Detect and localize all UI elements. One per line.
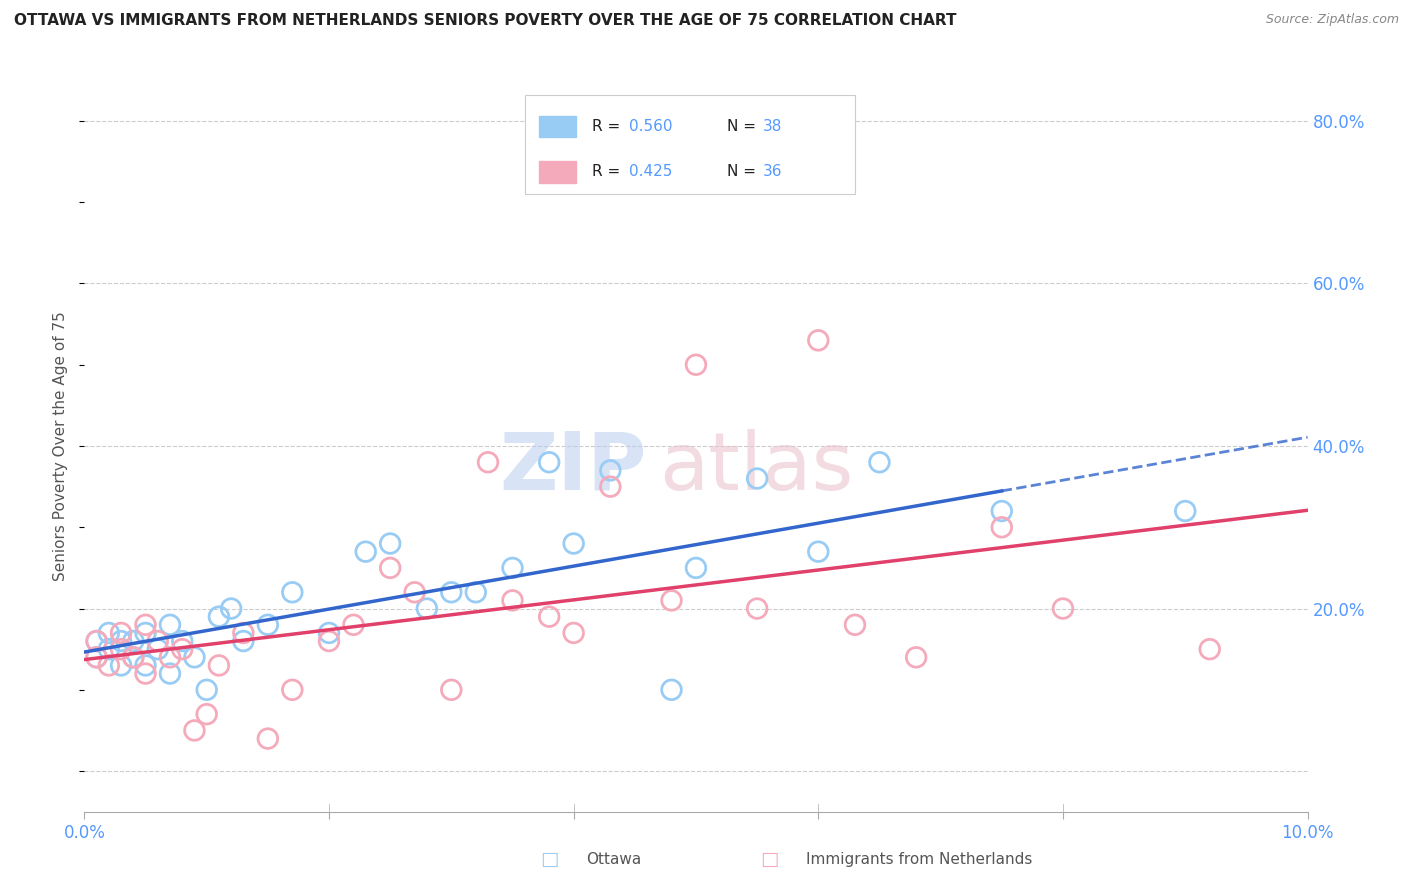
Point	[110, 642, 132, 657]
Text: ZIP: ZIP	[499, 429, 647, 507]
Point	[86, 650, 108, 665]
Point	[97, 626, 120, 640]
Point	[464, 585, 486, 599]
Point	[380, 536, 402, 550]
Point	[257, 731, 280, 746]
Point	[599, 463, 621, 477]
Point	[110, 658, 132, 673]
Text: N =: N =	[727, 119, 761, 134]
Point	[991, 504, 1014, 518]
Point	[844, 617, 866, 632]
Point	[97, 658, 120, 673]
Point	[146, 642, 169, 657]
Point	[1174, 504, 1197, 518]
Point	[342, 617, 364, 632]
Text: Source: ZipAtlas.com: Source: ZipAtlas.com	[1265, 13, 1399, 27]
Text: R =: R =	[592, 164, 626, 179]
Point	[318, 626, 340, 640]
Point	[110, 626, 132, 640]
Point	[183, 723, 205, 738]
Point	[232, 634, 254, 648]
Point	[502, 561, 524, 575]
Point	[538, 455, 561, 469]
Y-axis label: Seniors Poverty Over the Age of 75: Seniors Poverty Over the Age of 75	[53, 311, 69, 581]
Point	[172, 634, 194, 648]
Point	[86, 634, 108, 648]
Text: 0.425: 0.425	[628, 164, 672, 179]
Point	[404, 585, 426, 599]
Point	[135, 626, 157, 640]
Point	[86, 634, 108, 648]
Point	[1198, 642, 1220, 657]
FancyBboxPatch shape	[524, 95, 855, 194]
Text: R =: R =	[592, 119, 626, 134]
Point	[905, 650, 928, 665]
Point	[159, 650, 181, 665]
Point	[685, 561, 707, 575]
Point	[281, 682, 304, 697]
Text: 38: 38	[763, 119, 783, 134]
Point	[380, 561, 402, 575]
Text: 36: 36	[763, 164, 783, 179]
Point	[135, 666, 157, 681]
Point	[661, 593, 683, 607]
Point	[159, 666, 181, 681]
Text: OTTAWA VS IMMIGRANTS FROM NETHERLANDS SENIORS POVERTY OVER THE AGE OF 75 CORRELA: OTTAWA VS IMMIGRANTS FROM NETHERLANDS SE…	[14, 13, 956, 29]
Point	[195, 707, 218, 722]
Point	[440, 682, 463, 697]
Point	[219, 601, 242, 615]
Point	[195, 682, 218, 697]
Point	[477, 455, 499, 469]
Point	[354, 544, 377, 558]
Point	[991, 520, 1014, 534]
Point	[146, 634, 169, 648]
FancyBboxPatch shape	[540, 161, 576, 183]
Text: N =: N =	[727, 164, 761, 179]
FancyBboxPatch shape	[540, 116, 576, 137]
Point	[135, 617, 157, 632]
Point	[440, 585, 463, 599]
Point	[807, 544, 830, 558]
Text: Ottawa: Ottawa	[586, 852, 641, 867]
Point	[122, 650, 145, 665]
Point	[122, 634, 145, 648]
Point	[208, 658, 231, 673]
Point	[97, 642, 120, 657]
Point	[538, 609, 561, 624]
Point	[232, 626, 254, 640]
Point	[318, 634, 340, 648]
Point	[416, 601, 439, 615]
Point	[122, 650, 145, 665]
Point	[807, 334, 830, 348]
Point	[135, 658, 157, 673]
Point	[183, 650, 205, 665]
Point	[281, 585, 304, 599]
Point	[86, 650, 108, 665]
Point	[562, 536, 585, 550]
Point	[661, 682, 683, 697]
Point	[747, 601, 769, 615]
Point	[110, 634, 132, 648]
Text: Immigrants from Netherlands: Immigrants from Netherlands	[806, 852, 1032, 867]
Point	[208, 609, 231, 624]
Text: □: □	[540, 850, 558, 869]
Point	[685, 358, 707, 372]
Point	[747, 471, 769, 485]
Point	[599, 480, 621, 494]
Point	[1052, 601, 1074, 615]
Point	[172, 642, 194, 657]
Point	[562, 626, 585, 640]
Text: □: □	[761, 850, 779, 869]
Point	[869, 455, 891, 469]
Point	[159, 617, 181, 632]
Point	[257, 617, 280, 632]
Point	[502, 593, 524, 607]
Text: 0.560: 0.560	[628, 119, 672, 134]
Text: atlas: atlas	[659, 429, 853, 507]
